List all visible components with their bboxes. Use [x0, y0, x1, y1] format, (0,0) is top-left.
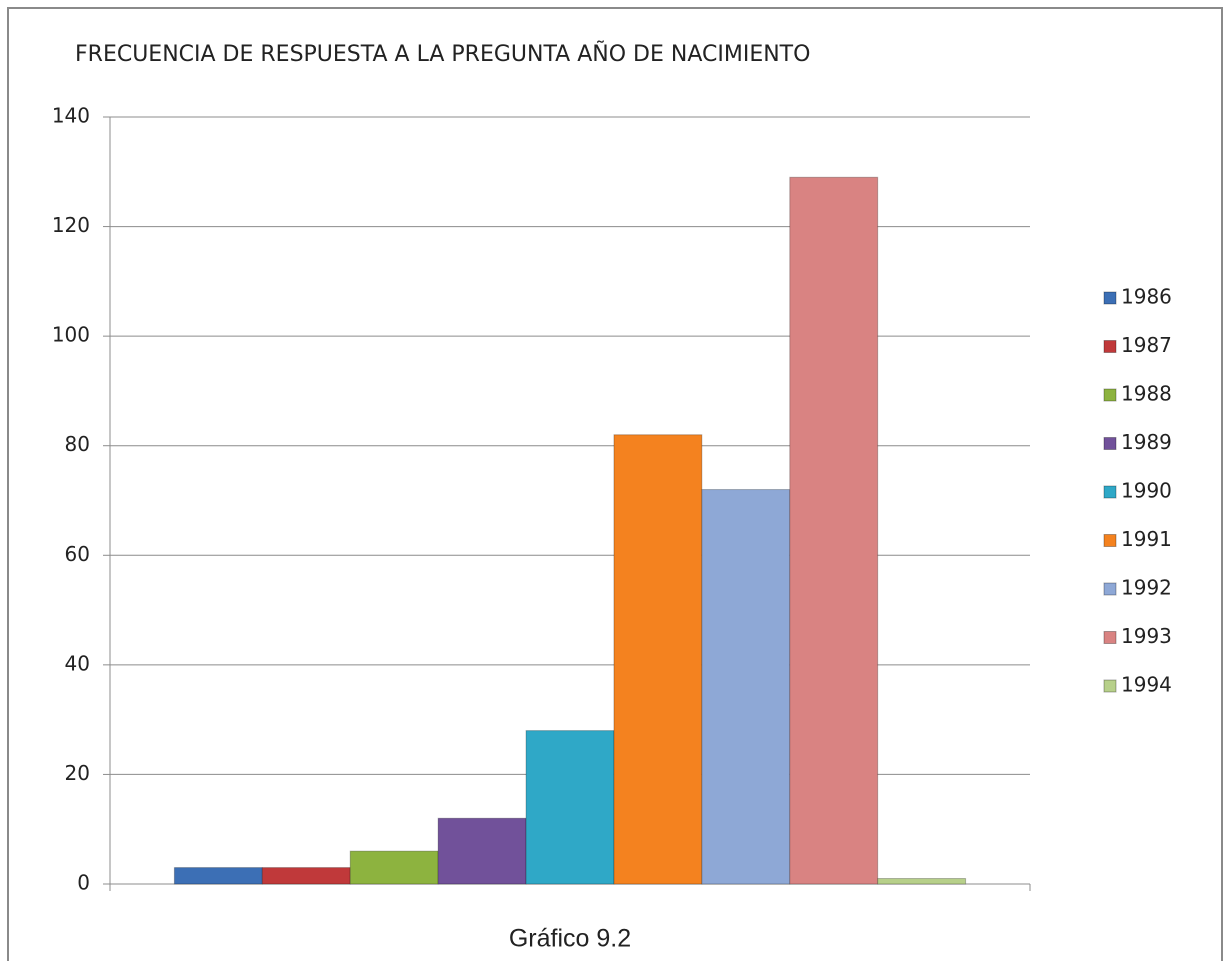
legend-label: 1991 [1121, 527, 1172, 551]
legend-label: 1987 [1121, 333, 1172, 357]
legend-label: 1989 [1121, 430, 1172, 454]
legend-marker [1103, 388, 1117, 402]
y-tick-label: 100 [52, 323, 90, 347]
legend-label: 1990 [1121, 479, 1172, 503]
bar [173, 867, 263, 885]
bar [525, 730, 615, 885]
legend-label: 1992 [1121, 576, 1172, 600]
bar [613, 434, 703, 885]
bar [261, 867, 351, 885]
legend-marker [1103, 437, 1117, 450]
legend-label: 1988 [1121, 382, 1172, 406]
y-tick-label: 0 [77, 871, 90, 895]
y-tick-label: 120 [52, 213, 90, 237]
legend-marker [1103, 291, 1117, 305]
legend-label: 1986 [1121, 285, 1172, 309]
legend-marker [1103, 340, 1117, 353]
y-tick-label: 40 [65, 651, 90, 675]
caption: Gráfico 9.2 [509, 925, 631, 953]
bar [349, 850, 439, 885]
bar [701, 489, 791, 885]
legend-marker [1103, 631, 1117, 644]
bar [437, 817, 527, 885]
bar [789, 176, 879, 885]
legend-marker [1103, 485, 1117, 499]
y-tick-label: 140 [52, 104, 90, 128]
y-tick-label: 80 [65, 432, 90, 456]
bar [877, 878, 967, 885]
y-tick-label: 60 [65, 542, 90, 566]
chart-title: FRECUENCIA DE RESPUESTA A LA PREGUNTA AÑ… [75, 40, 810, 67]
legend-marker [1103, 679, 1117, 693]
y-tick-label: 20 [65, 761, 90, 785]
legend-label: 1993 [1121, 624, 1172, 648]
legend-label: 1994 [1121, 673, 1172, 697]
legend-marker [1103, 534, 1117, 547]
legend-marker [1103, 582, 1117, 596]
